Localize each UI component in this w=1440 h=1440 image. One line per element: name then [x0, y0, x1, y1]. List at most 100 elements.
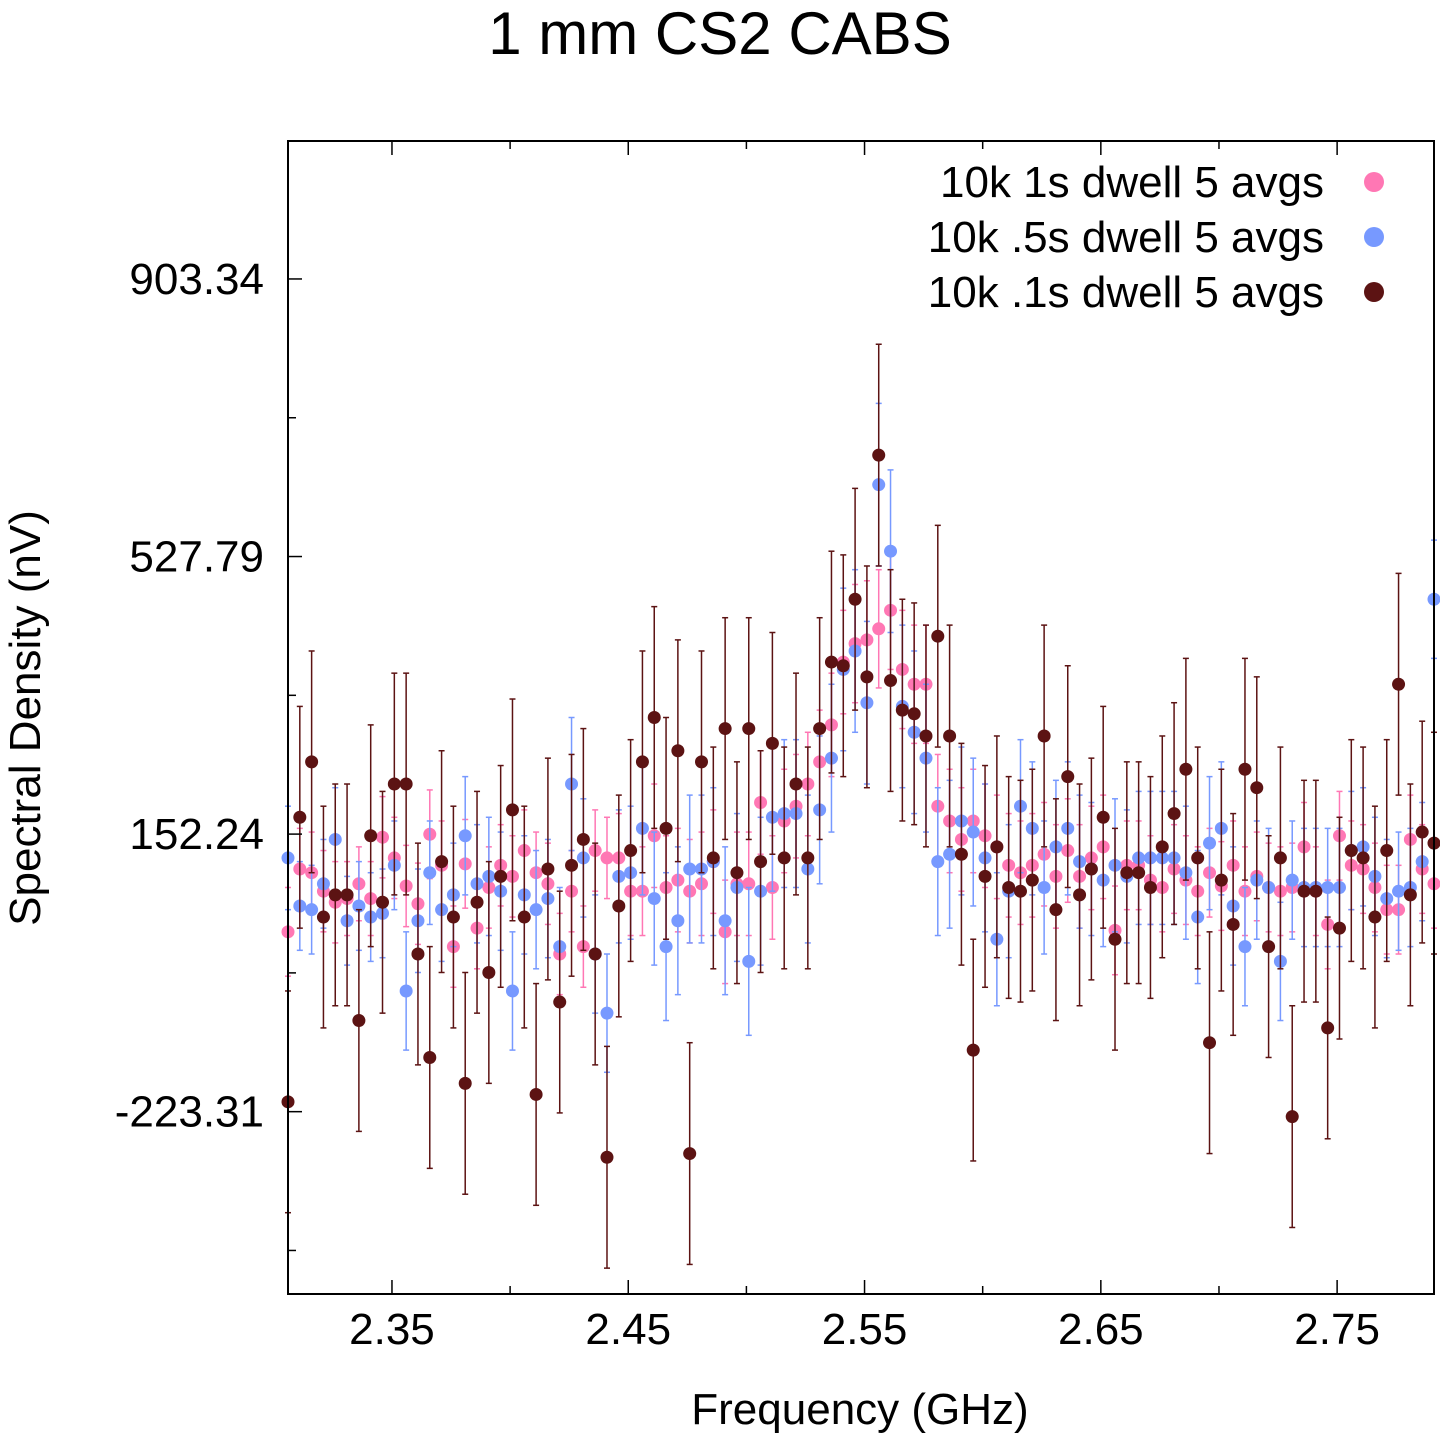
data-point: [352, 1014, 366, 1028]
data-point: [978, 869, 992, 883]
data-point: [1262, 940, 1276, 954]
data-point: [1285, 1110, 1299, 1124]
data-point: [671, 914, 685, 928]
data-point: [340, 888, 354, 902]
data-point: [446, 910, 460, 924]
axes: 2.35 2.45 2.55 2.65 2.75 903.34 527.79 152.24 -2…: [115, 141, 1380, 1354]
data-point: [1084, 862, 1098, 876]
data-point: [1297, 884, 1311, 898]
data-point: [1155, 840, 1169, 854]
data-point: [907, 707, 921, 721]
data-point: [1143, 880, 1157, 894]
data-point: [1025, 873, 1039, 887]
data-point: [423, 866, 437, 880]
data-point: [836, 659, 850, 673]
data-point: [895, 703, 909, 717]
data-point: [423, 1050, 437, 1064]
data-point: [1096, 810, 1110, 824]
data-point: [1321, 1021, 1335, 1035]
legend-marker: [1364, 172, 1384, 192]
data-point: [884, 544, 898, 558]
data-point: [1061, 770, 1075, 784]
data-point: [529, 1087, 543, 1101]
data-point: [1285, 873, 1299, 887]
data-point: [671, 744, 685, 758]
data-point: [1415, 825, 1429, 839]
data-point: [718, 914, 732, 928]
data-point: [801, 851, 815, 865]
data-point: [576, 832, 590, 846]
data-point: [399, 984, 413, 998]
plot-frame: [287, 140, 1435, 1295]
data-point: [565, 858, 579, 872]
data-point: [352, 899, 366, 913]
data-point: [1392, 677, 1406, 691]
data-point: [1073, 888, 1087, 902]
data-point: [872, 622, 886, 636]
data-point: [1238, 762, 1252, 776]
y-tick-label: 903.34: [129, 255, 264, 304]
data-point: [730, 866, 744, 880]
data-point: [293, 810, 307, 824]
data-point: [659, 821, 673, 835]
x-tick-label: 2.75: [1294, 1305, 1380, 1354]
x-tick-label: 2.65: [1058, 1305, 1144, 1354]
data-point: [695, 755, 709, 769]
data-point: [1214, 873, 1228, 887]
data-point: [742, 954, 756, 968]
data-point: [943, 729, 957, 743]
y-tick-label: -223.31: [115, 1088, 264, 1137]
data-point: [529, 903, 543, 917]
data-point: [517, 910, 531, 924]
data-point: [1191, 851, 1205, 865]
data-point: [1273, 851, 1287, 865]
y-tick-label: 527.79: [129, 533, 264, 582]
data-point: [1002, 880, 1016, 894]
data-point: [884, 674, 898, 688]
series-2: [281, 402, 1440, 1074]
data-point: [1049, 903, 1063, 917]
data-point: [1403, 888, 1417, 902]
data-point: [1120, 866, 1134, 880]
data-point: [647, 711, 661, 724]
data-point: [742, 877, 756, 891]
data-point: [305, 903, 319, 917]
data-point: [1037, 880, 1051, 894]
legend-item: 10k .5s dwell 5 avgs: [928, 213, 1384, 262]
legend-label: 10k 1s dwell 5 avgs: [940, 158, 1324, 207]
data-point: [470, 895, 484, 909]
data-point: [399, 777, 413, 791]
data-point: [553, 995, 567, 1009]
data-point: [1203, 836, 1217, 850]
legend-item: 10k .1s dwell 5 avgs: [928, 268, 1384, 317]
data-point: [411, 947, 425, 961]
data-point: [683, 1147, 697, 1161]
data-point: [435, 855, 449, 869]
data-point: [505, 984, 519, 998]
data-point: [494, 869, 508, 883]
data-point: [754, 855, 768, 869]
data-point: [777, 851, 791, 865]
data-point: [1179, 762, 1193, 776]
data-point: [305, 755, 319, 769]
series-1: [281, 550, 1440, 996]
data-point: [848, 592, 862, 606]
data-point: [1356, 851, 1370, 865]
data-point: [718, 722, 732, 736]
data-point: [919, 729, 933, 743]
legend-marker: [1364, 227, 1384, 247]
data-point: [600, 1150, 614, 1164]
x-tick-label: 2.35: [349, 1305, 435, 1354]
data-point: [376, 895, 390, 909]
data-point: [1321, 880, 1335, 894]
data-point: [706, 851, 720, 865]
data-point: [1108, 932, 1122, 946]
data-point: [872, 448, 886, 462]
x-axis-label: Frequency (GHz): [691, 1385, 1028, 1434]
data-point: [316, 910, 330, 924]
data-point: [683, 862, 697, 876]
chart-title: 1 mm CS2 CABS: [488, 0, 951, 67]
data-point: [1250, 781, 1264, 795]
data-point: [813, 722, 827, 736]
